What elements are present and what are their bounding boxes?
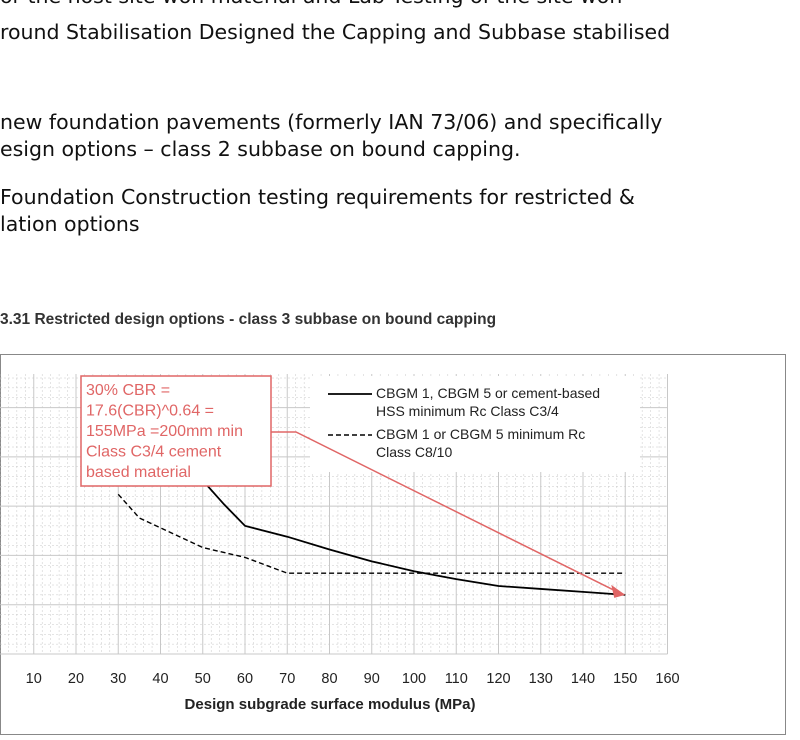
annotation-text: based material bbox=[86, 464, 191, 481]
annotation-text: 17.6(CBR)^0.64 = bbox=[86, 403, 214, 420]
slide-text-line-3: new foundation pavements (formerly IAN 7… bbox=[0, 110, 663, 134]
x-tick-label: 140 bbox=[571, 671, 595, 687]
x-tick-label: 30 bbox=[110, 671, 126, 687]
legend-label-1: HSS minimum Rc Class C3/4 bbox=[376, 403, 559, 419]
slide-text-line-6: lation options bbox=[0, 212, 140, 236]
x-axis-label: Design subgrade surface modulus (MPa) bbox=[185, 696, 476, 713]
legend: CBGM 1, CBGM 5 or cement-based HSS minimu… bbox=[310, 376, 640, 472]
x-axis: 10 20 30 40 50 60 70 80 90 100 110 120 130 140 150 160 D… bbox=[26, 671, 680, 713]
x-tick-label: 120 bbox=[486, 671, 510, 687]
legend-label-2: Class C8/10 bbox=[376, 444, 452, 460]
annotation-leader-line bbox=[271, 431, 618, 593]
x-tick-label: 40 bbox=[152, 671, 168, 687]
x-tick-label: 100 bbox=[402, 671, 426, 687]
x-tick-label: 10 bbox=[26, 671, 42, 687]
x-tick-label: 20 bbox=[68, 671, 84, 687]
x-tick-label: 50 bbox=[195, 671, 211, 687]
series-line-2 bbox=[117, 493, 626, 574]
slide-text-line-2: round Stabilisation Designed the Capping… bbox=[0, 20, 671, 44]
legend-label-1: CBGM 1, CBGM 5 or cement-based bbox=[376, 385, 600, 401]
x-tick-label: 150 bbox=[613, 671, 637, 687]
x-tick-label: 60 bbox=[237, 671, 253, 687]
legend-label-2: CBGM 1 or CBGM 5 minimum Rc bbox=[376, 426, 585, 442]
figure-caption: 3.31 Restricted design options - class 3… bbox=[0, 311, 497, 328]
x-tick-label: 80 bbox=[321, 671, 337, 687]
annotation-box bbox=[80, 375, 272, 487]
line-chart: CBGM 1, CBGM 5 or cement-based HSS minimu… bbox=[0, 354, 786, 735]
x-tick-label: 160 bbox=[655, 671, 679, 687]
x-tick-label: 90 bbox=[364, 671, 380, 687]
slide-text-line-5: Foundation Construction testing requirem… bbox=[0, 185, 635, 209]
annotation-text: 155MPa =200mm min bbox=[86, 423, 243, 440]
annotation-text: 30% CBR = bbox=[86, 382, 170, 399]
legend-box bbox=[310, 376, 640, 472]
x-tick-label: 130 bbox=[529, 671, 553, 687]
slide-text-line-1: or the host site won material and Lab Te… bbox=[0, 0, 622, 8]
chart-container: CBGM 1, CBGM 5 or cement-based HSS minimu… bbox=[0, 354, 786, 735]
x-tick-label: 110 bbox=[445, 671, 468, 687]
slide-text-line-4: esign options – class 2 subbase on bound… bbox=[0, 137, 521, 161]
annotation: 30% CBR = 17.6(CBR)^0.64 = 155MPa =200mm m… bbox=[80, 375, 626, 598]
x-tick-label: 70 bbox=[279, 671, 295, 687]
annotation-text: Class C3/4 cement bbox=[86, 444, 222, 461]
annotation-arrowhead bbox=[611, 584, 626, 598]
